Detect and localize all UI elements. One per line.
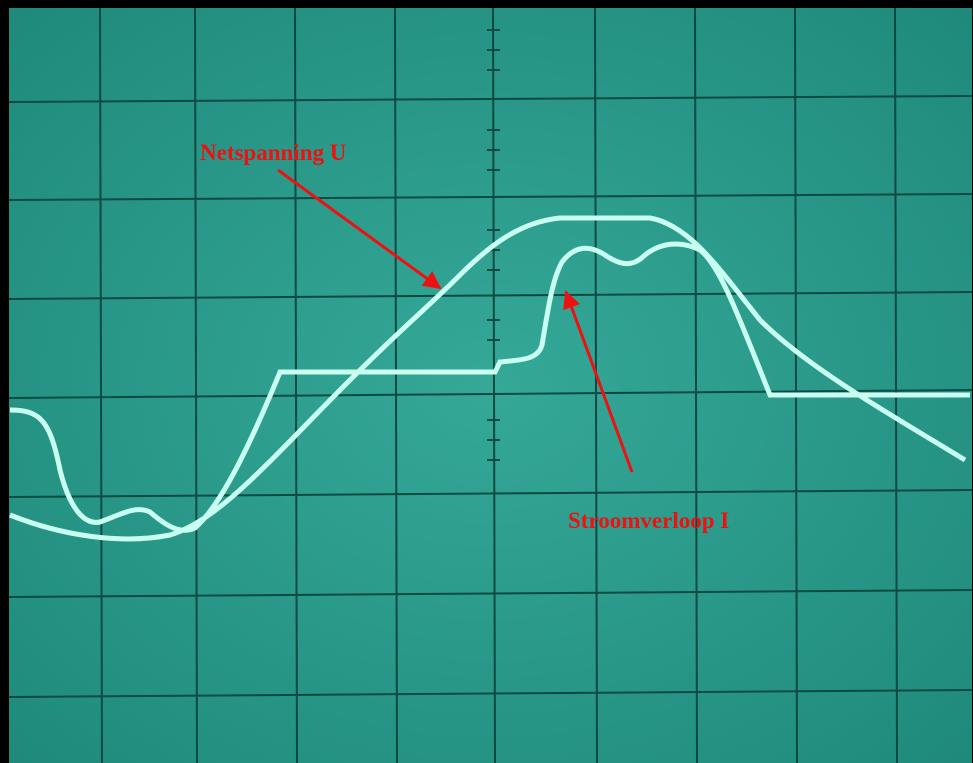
page: {"annotations": [{"label": "Netspanning … — [0, 0, 973, 763]
screen — [9, 8, 972, 763]
annotation-label: Stroomverloop I — [568, 508, 729, 533]
oscilloscope-photo: Netspanning U Stroomverloop I — [0, 0, 973, 763]
annotation-label: Netspanning U — [200, 140, 347, 165]
